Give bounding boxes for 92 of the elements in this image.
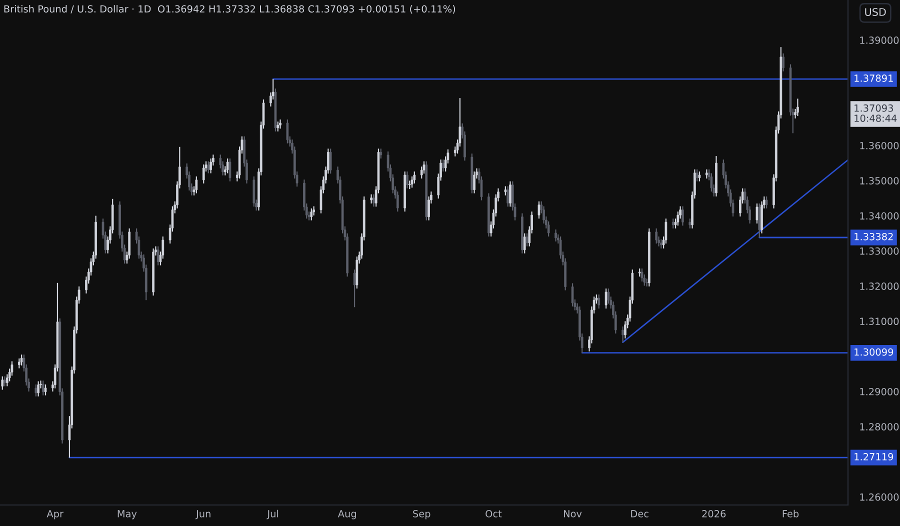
- candlestick: [372, 194, 375, 208]
- candlestick: [696, 168, 698, 182]
- data-label: 1.37891: [854, 74, 893, 82]
- candlestick: [276, 121, 280, 132]
- candlestick: [660, 238, 662, 250]
- candlestick: [329, 148, 332, 174]
- candlestick: [554, 228, 557, 242]
- candlestick: [44, 384, 47, 396]
- candlestick: [523, 232, 526, 254]
- candlestick: [1, 376, 4, 390]
- candlestick: [406, 170, 408, 189]
- candlestick: [473, 170, 476, 194]
- candlestick: [396, 190, 399, 212]
- candlestick: [698, 170, 701, 182]
- candlestick: [310, 208, 313, 221]
- candlestick: [279, 118, 282, 130]
- y-tick-label: 1.34000: [860, 212, 899, 220]
- candlestick: [682, 206, 684, 226]
- candlestick: [706, 168, 708, 180]
- x-tick-label: Feb: [782, 510, 799, 518]
- candlestick: [765, 196, 768, 209]
- candlestick: [422, 160, 426, 174]
- candlestick: [526, 232, 528, 247]
- candlestick: [413, 170, 416, 184]
- candlestick: [156, 246, 160, 266]
- candlestick: [782, 52, 784, 72]
- x-tick-label: Jul: [266, 510, 278, 520]
- chart-title: British Pound / U.S. Dollar · 1D O1.36942 H1.37332 L1.36838 C1.37093 +0.00151 (+0.11%): [4, 5, 456, 14]
- candlestick: [640, 268, 644, 282]
- y-tick-label: 1.35000: [860, 177, 899, 184]
- candlestick: [655, 228, 658, 244]
- candlestick: [622, 326, 624, 343]
- candlestick: [210, 158, 212, 174]
- candlestick: [428, 196, 430, 221]
- candlestick: [607, 288, 610, 304]
- candlestick: [688, 218, 692, 229]
- candlestick: [37, 380, 40, 397]
- y-tick-label: 1.33000: [860, 247, 899, 255]
- y-tick-label: 1.31000: [860, 318, 899, 326]
- y-tick-label: 1.26000: [860, 493, 899, 501]
- x-tick-label: May: [118, 510, 137, 520]
- y-tick-label: 1.29000: [860, 388, 899, 396]
- candlestick: [226, 158, 229, 174]
- candlestick: [442, 158, 444, 172]
- x-tick-label: Dec: [631, 510, 648, 518]
- x-tick-label: Apr: [46, 510, 64, 520]
- candlestick: [542, 206, 545, 224]
- candlestick: [710, 172, 713, 192]
- candlestick: [20, 354, 23, 366]
- y-tick-label: 1.39000: [860, 36, 899, 44]
- candlestick: [34, 384, 38, 397]
- y-tick-label: 1.32000: [860, 282, 899, 290]
- candlestick: [756, 202, 758, 224]
- data-label: 1.33382: [854, 232, 893, 240]
- x-tick-label: Jun: [196, 510, 210, 520]
- candlestick: [598, 294, 600, 310]
- candlestick: [410, 176, 414, 188]
- data-label: 1.30099: [854, 348, 894, 356]
- candlestick: [370, 194, 372, 204]
- candlestick: [252, 176, 256, 208]
- candlestick: [228, 158, 232, 182]
- candlestick: [664, 218, 668, 244]
- candlestick: [202, 164, 205, 184]
- y-tick-label: 1.28000: [860, 423, 899, 430]
- candlestick: [796, 98, 799, 117]
- data-label: 1.27119: [854, 453, 894, 460]
- candlestick: [646, 278, 648, 287]
- x-tick-label: Aug: [338, 510, 356, 520]
- candlestick: [504, 186, 507, 196]
- candlestick: [42, 380, 44, 396]
- candlestick: [353, 268, 356, 308]
- candlestick: [538, 200, 540, 220]
- text: 1.37093 10:48:44: [854, 104, 897, 122]
- candlestick: [547, 220, 550, 238]
- candlestick: [506, 186, 510, 208]
- candlestick: [18, 358, 20, 369]
- candlestick: [4, 376, 6, 387]
- candlestick: [509, 180, 512, 208]
- candlestick: [286, 118, 289, 144]
- candlestick: [758, 202, 761, 238]
- text: USD: [865, 8, 886, 16]
- x-tick-label: Nov: [564, 510, 582, 518]
- candlestick: [195, 176, 198, 194]
- candlestick: [128, 228, 131, 260]
- candlestick: [571, 282, 574, 307]
- candlestick: [380, 148, 382, 160]
- candlestick: [604, 288, 608, 310]
- x-tick-label: 2026: [702, 510, 726, 518]
- x-tick-label: Sep: [413, 510, 430, 520]
- candlestick: [207, 160, 210, 174]
- x-tick-label: Oct: [486, 510, 502, 518]
- y-tick-label: 1.36000: [860, 142, 899, 150]
